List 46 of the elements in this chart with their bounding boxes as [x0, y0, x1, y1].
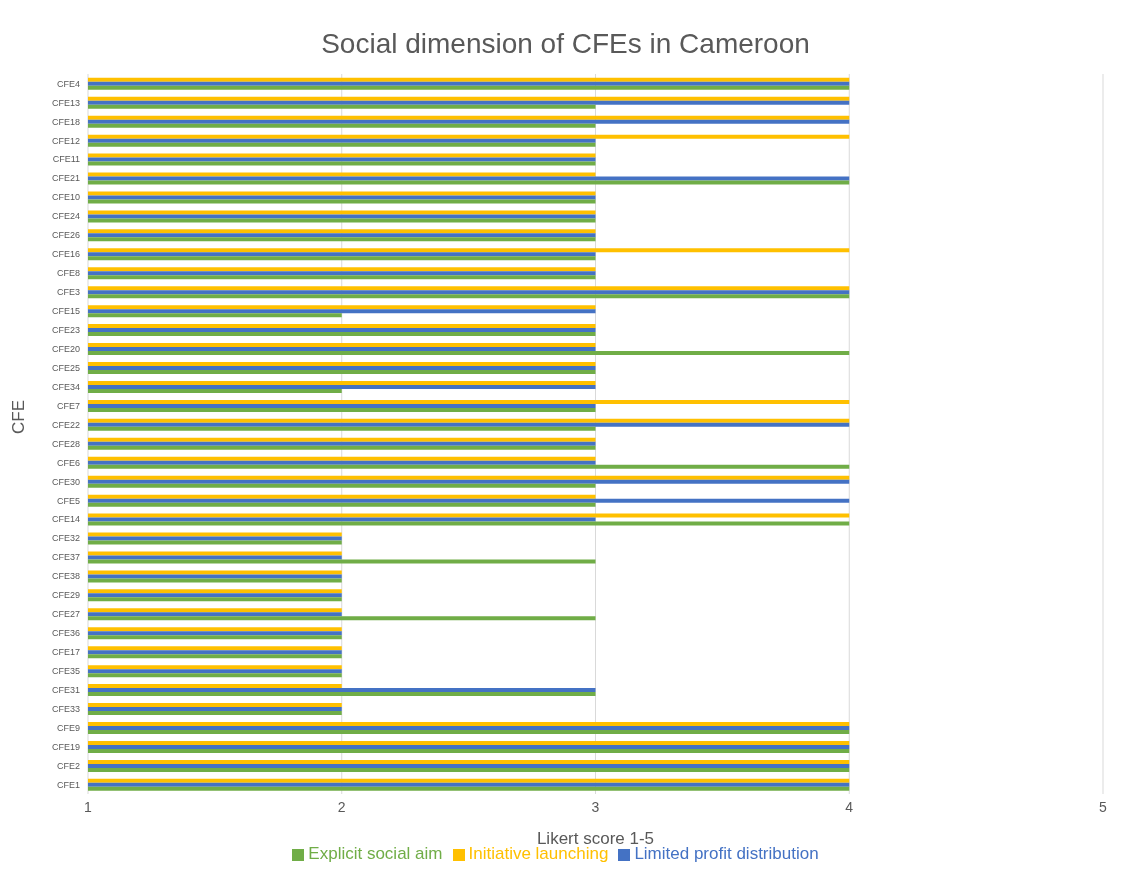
y-tick-label: CFE19 — [51, 741, 80, 752]
y-tick-label: CFE30 — [51, 476, 80, 487]
y-tick-label: CFE34 — [51, 381, 80, 392]
y-tick-label: CFE10 — [51, 192, 80, 203]
y-tick-label: CFE12 — [51, 135, 80, 146]
y-tick-label: CFE1 — [56, 779, 80, 790]
y-tick-label: CFE17 — [51, 647, 80, 658]
y-tick-label: CFE29 — [51, 590, 80, 601]
x-tick-label: 4 — [845, 798, 854, 815]
y-tick-label: CFE16 — [51, 249, 80, 260]
y-tick-label: CFE33 — [51, 703, 80, 714]
y-tick-label: CFE11 — [52, 154, 80, 165]
y-tick-label: CFE2 — [56, 760, 80, 771]
y-tick-label: CFE24 — [51, 211, 80, 222]
y-tick-label: CFE37 — [51, 552, 80, 563]
y-tick-label: CFE38 — [51, 571, 80, 582]
y-tick-label: CFE20 — [51, 343, 80, 354]
x-tick-label: 1 — [84, 798, 93, 815]
y-tick-label: CFE9 — [56, 722, 80, 733]
y-tick-label: CFE15 — [51, 306, 80, 317]
legend-label: Explicit social aim — [308, 844, 443, 863]
y-tick-label: CFE13 — [51, 97, 80, 108]
chart-title: Social dimension of CFEs in Cameroon — [320, 27, 811, 61]
y-tick-label: CFE18 — [51, 116, 80, 127]
y-axis-title: CFE — [9, 400, 29, 434]
y-tick-label: CFE21 — [51, 173, 80, 184]
y-tick-label: CFE4 — [56, 78, 80, 89]
y-tick-label: CFE3 — [56, 287, 80, 298]
y-tick-label: CFE36 — [51, 628, 80, 639]
x-tick-label: 2 — [337, 798, 346, 815]
y-tick-label: CFE22 — [51, 419, 80, 430]
y-tick-label: CFE23 — [51, 324, 80, 335]
y-tick-label: CFE7 — [56, 400, 80, 411]
y-tick-label: CFE27 — [51, 609, 80, 620]
y-tick-label: CFE26 — [51, 230, 80, 241]
y-tick-label: CFE8 — [56, 268, 80, 279]
y-tick-label: CFE6 — [56, 457, 80, 468]
y-tick-label: CFE14 — [51, 514, 80, 525]
y-tick-label: CFE25 — [51, 362, 80, 373]
y-tick-label: CFE31 — [51, 684, 80, 695]
y-tick-label: CFE5 — [56, 495, 80, 506]
y-tick-label: CFE35 — [51, 666, 80, 677]
y-tick-label: CFE28 — [51, 438, 80, 449]
x-tick-label: 3 — [591, 798, 600, 815]
y-tick-label: CFE32 — [51, 533, 80, 544]
x-tick-label: 5 — [1099, 798, 1108, 815]
